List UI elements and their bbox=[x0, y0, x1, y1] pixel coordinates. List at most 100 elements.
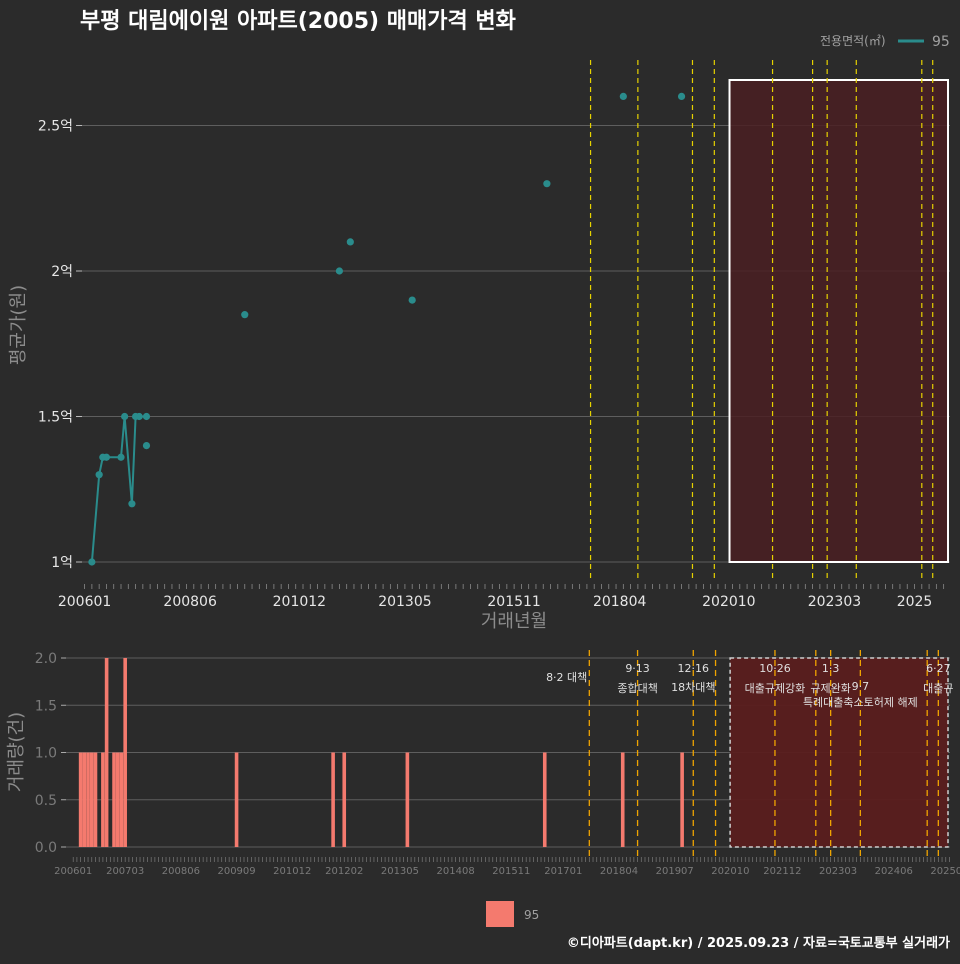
legend-bottom: 95 bbox=[486, 901, 539, 927]
volume-bar bbox=[680, 752, 684, 847]
volume-bar bbox=[82, 752, 87, 847]
volume-x-tick-label: 202112 bbox=[763, 866, 801, 877]
volume-highlight-range bbox=[729, 657, 949, 848]
price-point bbox=[102, 453, 111, 461]
price-point bbox=[677, 92, 686, 100]
legend-bottom-swatch bbox=[486, 901, 514, 927]
price-x-axis-title: 거래년월 bbox=[481, 611, 547, 632]
policy-annotation-date: 10·26 bbox=[759, 662, 791, 675]
volume-x-tick-label: 201202 bbox=[325, 866, 363, 877]
volume-x-tick-label: 200806 bbox=[162, 866, 200, 877]
volume-bar bbox=[112, 752, 116, 847]
volume-y-axis-title: 거래량(건) bbox=[6, 712, 27, 792]
volume-panel: 0.0 0.5 1.0 1.5 2.0 8·2 대책 9·13 종합대책 12·16 18차대책 1… bbox=[35, 650, 960, 877]
price-y-tick-label: 2억 bbox=[51, 264, 73, 280]
volume-bar bbox=[104, 658, 109, 847]
price-x-tick-label: 200806 bbox=[163, 594, 217, 610]
volume-x-tick-label: 200909 bbox=[217, 866, 255, 877]
policy-annotation-label: 특례대출축소토허제 해제 bbox=[803, 695, 918, 709]
volume-x-tick-label: 200601 bbox=[54, 866, 92, 877]
price-y-tick-label: 2.5억 bbox=[38, 119, 73, 135]
volume-bar bbox=[93, 752, 98, 847]
volume-bar bbox=[119, 752, 124, 847]
volume-bar bbox=[234, 752, 239, 847]
volume-x-tick-label: 201408 bbox=[437, 866, 475, 877]
price-point bbox=[408, 296, 416, 304]
volume-bar bbox=[342, 752, 347, 847]
volume-bar bbox=[115, 752, 120, 847]
price-point bbox=[95, 471, 103, 479]
price-point bbox=[142, 442, 151, 450]
volume-bar bbox=[101, 752, 105, 847]
price-x-tick-label: 202010 bbox=[702, 594, 755, 610]
price-x-tick-label: 201804 bbox=[593, 594, 647, 610]
price-point bbox=[346, 238, 354, 246]
policy-annotation-date: 6·27 bbox=[926, 662, 951, 675]
price-point bbox=[619, 92, 627, 100]
volume-x-tick-label: 201804 bbox=[600, 866, 638, 877]
volume-bar bbox=[78, 752, 83, 847]
volume-y-tick-label: 1.5 bbox=[35, 698, 57, 714]
volume-x-tick-label: 201305 bbox=[381, 866, 419, 877]
legend-top-title: 전용면적(㎡) bbox=[820, 34, 886, 48]
policy-annotation-label: 종합대책 bbox=[617, 682, 657, 695]
volume-bar bbox=[123, 658, 127, 847]
price-x-tick-label: 202303 bbox=[808, 594, 861, 610]
volume-y-tick-label: 2.0 bbox=[35, 651, 57, 667]
price-series-line bbox=[90, 415, 147, 563]
price-y-axis-title: 평균가(원) bbox=[8, 285, 29, 365]
volume-bar bbox=[331, 752, 335, 847]
credit-text: ©디아파트(dapt.kr) / 2025.09.23 / 자료=국토교통부 실… bbox=[567, 935, 950, 951]
policy-annotation-label: 대출규제강화 bbox=[745, 682, 806, 695]
price-point bbox=[117, 453, 125, 461]
price-point bbox=[128, 500, 136, 508]
price-panel: 1억 1.5억 2억 2.5억 200601 200806 201012 201305 2015… bbox=[38, 60, 950, 610]
policy-annotation-date: 1·3 bbox=[822, 662, 840, 675]
price-y-tick-label: 1.5억 bbox=[38, 410, 73, 426]
price-x-tick-label: 201511 bbox=[487, 594, 540, 610]
price-point bbox=[135, 412, 143, 421]
legend-bottom-label: 95 bbox=[524, 908, 539, 922]
policy-annotation-date: 8·2 대책 bbox=[546, 671, 587, 684]
volume-x-tick-label: 201511 bbox=[492, 866, 530, 877]
volume-bar bbox=[542, 752, 547, 847]
policy-annotation-label: 18차대책 bbox=[671, 681, 715, 694]
price-point bbox=[241, 311, 249, 319]
price-point bbox=[88, 558, 96, 566]
price-y-tick-label: 1억 bbox=[51, 555, 73, 571]
volume-x-tick-label: 201012 bbox=[273, 866, 311, 877]
volume-x-tick-label: 201701 bbox=[544, 866, 582, 877]
price-x-tick-label: 2025 bbox=[897, 594, 933, 610]
volume-y-tick-label: 0.0 bbox=[35, 840, 57, 856]
price-highlight-range bbox=[728, 79, 950, 563]
price-x-tick-label: 201012 bbox=[273, 594, 326, 610]
price-x-tick-label: 200601 bbox=[58, 594, 111, 610]
policy-annotation-date: 12·16 bbox=[678, 662, 710, 675]
legend-top: 전용면적(㎡) 95 bbox=[820, 34, 950, 50]
policy-annotation-date: 9·7 bbox=[852, 680, 870, 693]
volume-bar bbox=[405, 752, 410, 847]
price-x-tick-label: 201305 bbox=[378, 594, 431, 610]
volume-x-tick-label: 200703 bbox=[106, 866, 144, 877]
chart-title: 부평 대림에이원 아파트(2005) 매매가격 변화 bbox=[80, 9, 516, 34]
policy-annotation-date: 9·13 bbox=[625, 662, 650, 675]
volume-x-tick-label: 202010 bbox=[711, 866, 749, 877]
price-point bbox=[121, 412, 129, 421]
volume-x-tick-label: 202406 bbox=[875, 866, 913, 877]
volume-y-tick-label: 1.0 bbox=[35, 746, 57, 762]
volume-x-tick-label: 202509 bbox=[930, 866, 960, 877]
policy-annotation-label: 규제완화 bbox=[810, 682, 850, 695]
price-point bbox=[543, 180, 551, 188]
price-point bbox=[335, 267, 343, 275]
volume-x-tick-label: 202303 bbox=[819, 866, 857, 877]
legend-top-label: 95 bbox=[932, 34, 950, 50]
volume-bar bbox=[86, 752, 90, 847]
volume-bar bbox=[620, 752, 625, 847]
price-point bbox=[142, 412, 151, 421]
volume-y-tick-label: 0.5 bbox=[35, 793, 57, 809]
volume-bar bbox=[89, 752, 94, 847]
policy-annotation-label: 대출규 bbox=[923, 682, 953, 695]
volume-x-tick-label: 201907 bbox=[656, 866, 694, 877]
